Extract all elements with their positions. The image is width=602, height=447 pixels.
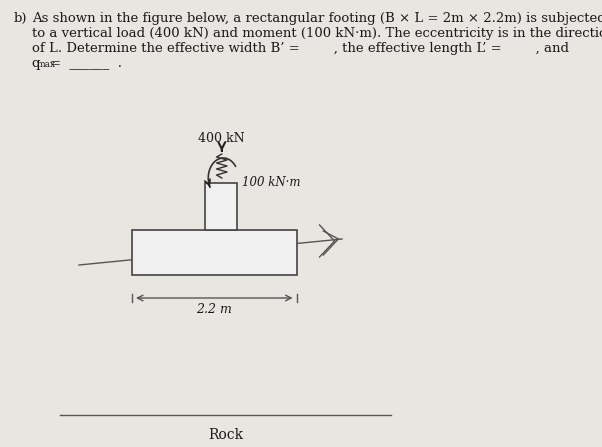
Text: Rock: Rock bbox=[209, 428, 244, 442]
Text: 2.2 m: 2.2 m bbox=[196, 303, 232, 316]
Text: to a vertical load (400 kN) and moment (100 kN·m). The eccentricity is in the di: to a vertical load (400 kN) and moment (… bbox=[31, 27, 602, 40]
Text: =  ______  .: = ______ . bbox=[51, 57, 122, 70]
Bar bbox=[205, 183, 237, 230]
Text: of L. Determine the effective width B’ =        , the effective length L’ =     : of L. Determine the effective width B’ =… bbox=[31, 42, 568, 55]
Text: 100 kN·m: 100 kN·m bbox=[242, 176, 300, 189]
Text: b): b) bbox=[13, 12, 27, 25]
Bar bbox=[132, 230, 297, 275]
Text: As shown in the figure below, a rectangular footing (B × L = 2m × 2.2m) is subje: As shown in the figure below, a rectangu… bbox=[31, 12, 602, 25]
Text: max: max bbox=[37, 60, 56, 69]
Text: 400 kN: 400 kN bbox=[199, 132, 245, 145]
Text: q: q bbox=[31, 57, 40, 70]
